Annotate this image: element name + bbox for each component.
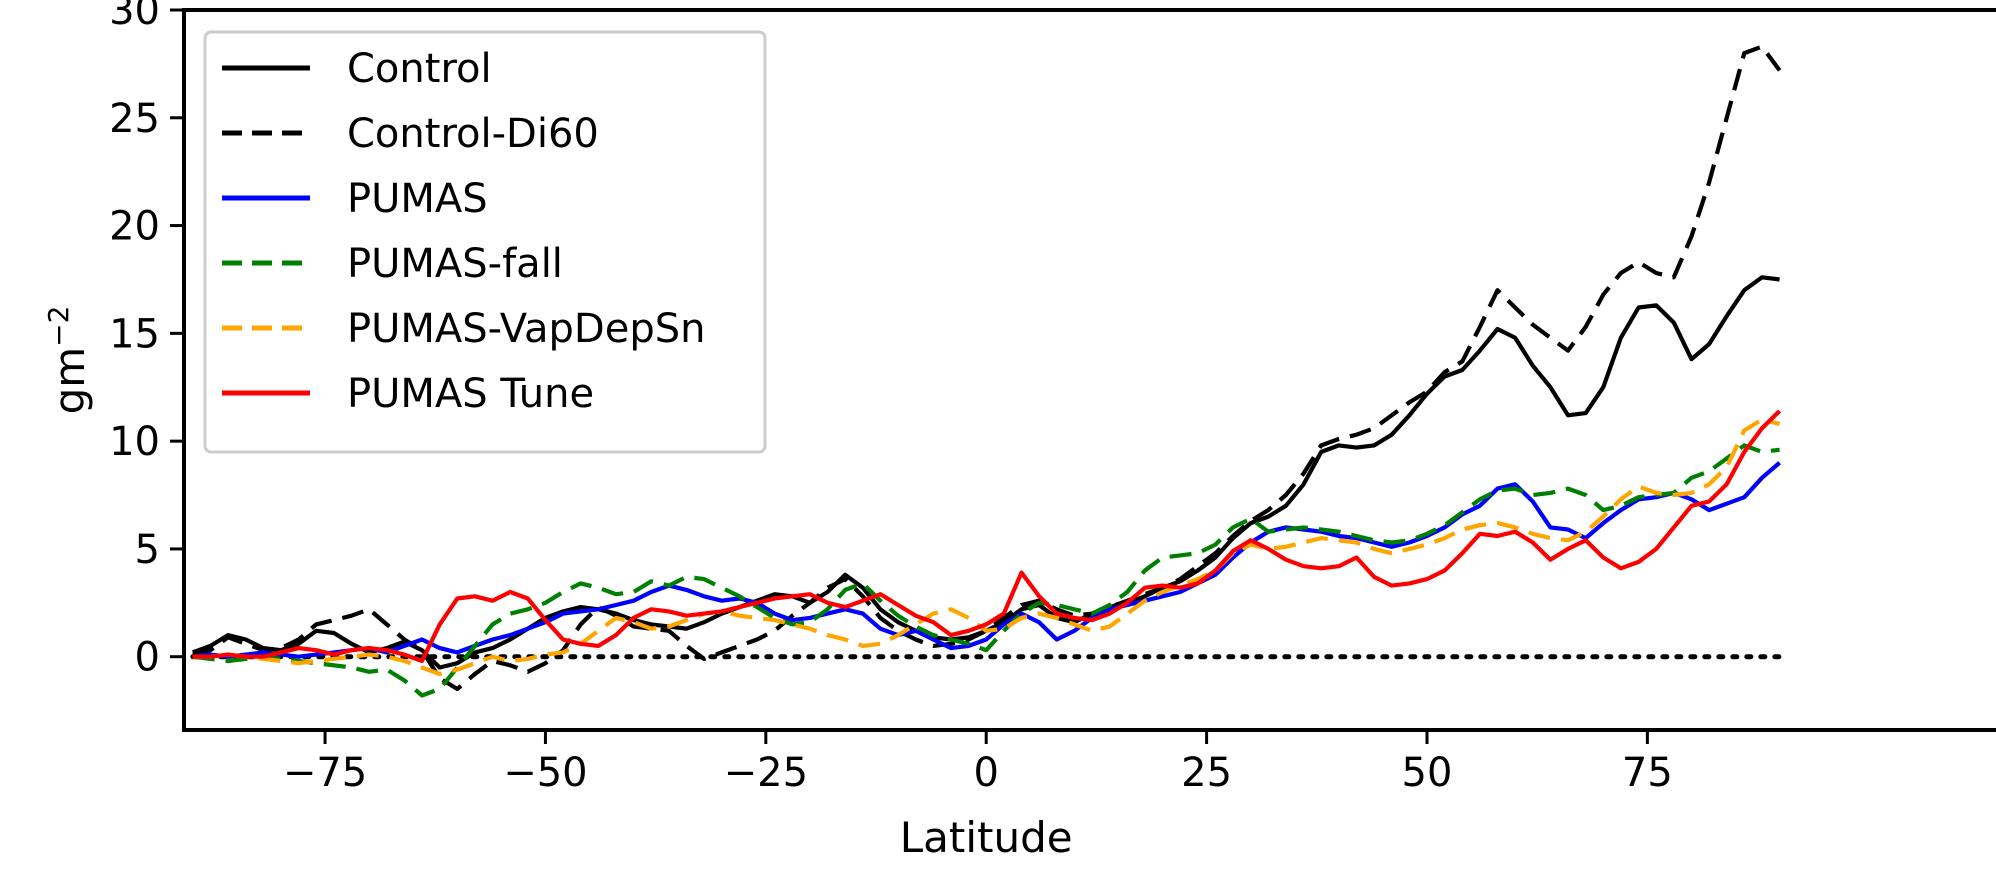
x-tick-label: 25 <box>1181 750 1232 796</box>
x-tick-label: 50 <box>1402 750 1453 796</box>
y-tick-label: 30 <box>109 0 160 34</box>
y-tick-label: 0 <box>135 635 160 681</box>
series-line-pumas <box>192 461 1781 659</box>
x-tick-label: −75 <box>283 750 367 796</box>
x-tick-label: 0 <box>973 750 998 796</box>
legend-label: Control <box>347 46 492 92</box>
legend-label: PUMAS Tune <box>347 371 594 417</box>
x-tick-label: 75 <box>1622 750 1673 796</box>
legend-frame <box>203 30 767 454</box>
legend: Control Control-Di60 PUMAS PUMAS-fall PUMAS-… <box>203 30 767 454</box>
series-line-pumas-fall <box>192 443 1780 698</box>
series-line-pumas-vapdepsn <box>192 417 1781 677</box>
legend-label: PUMAS <box>347 176 488 222</box>
series-line-pumas-tune <box>192 409 1782 664</box>
y-tick-label: 15 <box>109 311 160 357</box>
series-line-control-di60 <box>192 44 1782 692</box>
y-axis-title-superscript: −2 <box>42 306 75 347</box>
legend-label: PUMAS-VapDepSn <box>347 306 705 352</box>
x-tick-label: −50 <box>503 750 587 796</box>
x-axis-title: Latitude <box>900 813 1073 862</box>
series-layer <box>190 44 1783 698</box>
legend-label: PUMAS-fall <box>347 241 563 287</box>
y-tick-label: 10 <box>109 419 160 465</box>
y-tick-label: 20 <box>109 204 160 250</box>
x-tick-label: −25 <box>724 750 808 796</box>
y-axis-title-base: gm <box>45 347 94 415</box>
axes-layer: −75 −50 −25 0 25 50 75 0 5 10 15 20 25 30 <box>109 0 1996 796</box>
y-tick-label: 25 <box>109 96 160 142</box>
legend-label: Control-Di60 <box>347 111 599 157</box>
y-axis-title: gm−2 <box>42 306 94 415</box>
y-tick-label: 5 <box>135 527 160 573</box>
